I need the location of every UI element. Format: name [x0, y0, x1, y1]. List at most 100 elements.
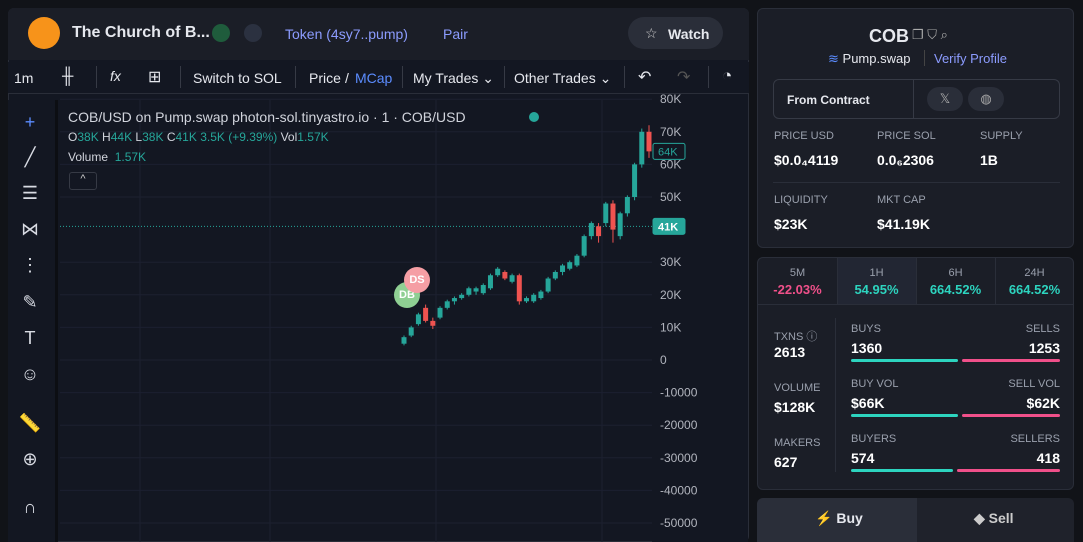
l-value: 38K: [142, 130, 164, 144]
sells: 1253: [1028, 340, 1060, 356]
sell-label[interactable]: ◆ Sell: [974, 510, 1014, 526]
change: 3.5K (+9.39%): [200, 130, 278, 144]
stat-label: LIQUIDITY: [774, 194, 828, 206]
tool-fib[interactable]: ☰: [21, 183, 39, 203]
sells-label: SELLS: [1025, 323, 1060, 335]
timeframe-value: 664.52%: [1008, 282, 1061, 297]
my-trades[interactable]: My Trades ⌄: [413, 70, 494, 86]
other-trades-text[interactable]: Other Trades: [514, 70, 596, 86]
chart-panel: [8, 8, 749, 542]
y-tick-label: -30000: [660, 451, 698, 465]
dex-name: Pump.swap: [842, 51, 911, 66]
sell-tab[interactable]: [917, 498, 1074, 542]
trade-marker[interactable]: DS: [404, 267, 430, 293]
undo[interactable]: ↶: [638, 69, 652, 86]
o-label: O: [68, 130, 78, 144]
l-label: L: [135, 130, 143, 144]
token-title: The Church of B...: [72, 24, 210, 41]
buys-label: BUYS: [851, 323, 881, 335]
interval[interactable]: 1m: [14, 70, 34, 86]
separator: [708, 66, 709, 88]
candle-body: [588, 223, 594, 237]
separator: [624, 66, 625, 88]
screenshot[interactable]: ◔: [722, 66, 733, 85]
pair-link[interactable]: Pair: [443, 26, 468, 42]
buy-vol-label: BUY VOL: [851, 378, 899, 390]
timeframe-value: -22.03%: [773, 282, 822, 297]
buy-tab[interactable]: [757, 498, 917, 542]
my-trades-text[interactable]: My Trades: [413, 70, 479, 86]
buy-label[interactable]: ⚡ Buy: [815, 510, 863, 526]
tool-ruler[interactable]: 📏: [18, 413, 42, 433]
tool-brush[interactable]: ✎: [22, 292, 38, 312]
stat-label: PRICE USD: [774, 130, 834, 142]
stat-value: $41.19K: [877, 216, 930, 232]
price-label-bg: [652, 142, 686, 160]
contract-box: [773, 79, 1060, 119]
candle-body: [473, 288, 479, 292]
layout-icon[interactable]: ⊞: [148, 69, 162, 86]
from-contract: From Contract: [787, 93, 870, 107]
switch-sol[interactable]: Switch to SOL: [193, 70, 282, 86]
watch-text[interactable]: Watch: [668, 26, 710, 42]
mcap-toggle[interactable]: MCap: [355, 70, 393, 86]
tool-emoji[interactable]: ☺: [20, 364, 40, 384]
tool-zoom[interactable]: ⊕: [22, 449, 38, 469]
stat-value: $0.0₄4119: [774, 152, 839, 168]
tool-cross[interactable]: +: [24, 112, 36, 132]
token-link[interactable]: Token (4sy7..pump): [285, 26, 408, 42]
y-tick-label: -20000: [660, 418, 698, 432]
txns-label-text: TXNS: [774, 331, 804, 343]
tool-line[interactable]: ╱: [24, 147, 36, 167]
y-tick-label: -40000: [660, 483, 698, 497]
candle-body: [451, 298, 457, 302]
timeframe-label: 5M: [789, 267, 806, 279]
slash: /: [345, 70, 349, 86]
sell-text[interactable]: Sell: [988, 510, 1014, 526]
candle-body: [495, 268, 501, 276]
buy-text[interactable]: Buy: [836, 510, 863, 526]
web-link[interactable]: ◍: [968, 87, 1004, 111]
verify-link[interactable]: Verify Profile: [934, 51, 1007, 66]
candle-body: [401, 337, 407, 344]
candle-icon[interactable]: ╫: [62, 68, 74, 85]
y-tick-label: 50K: [660, 190, 681, 204]
candle-body: [560, 265, 566, 272]
buyers: 574: [851, 450, 875, 466]
timeframe-value: 664.52%: [929, 282, 982, 297]
watch-button[interactable]: [628, 17, 723, 49]
symbol: COB: [869, 26, 909, 46]
candle-body: [603, 203, 609, 224]
volume-legend: Volume 1.57K: [68, 150, 146, 164]
token-logo: [28, 17, 60, 49]
separator: [180, 66, 181, 88]
price-label: 64K: [658, 146, 678, 158]
timeframe-label: 6H: [948, 267, 963, 279]
candle-body: [480, 285, 486, 294]
candle-body: [516, 275, 522, 302]
separator: [295, 66, 296, 88]
candle-body: [487, 275, 493, 289]
indicator-icon[interactable]: fx: [110, 68, 121, 84]
buy-vol-bar: [851, 414, 958, 417]
buyers-label: BUYERS: [851, 433, 897, 445]
stat-value: $23K: [774, 216, 808, 232]
c-label: C: [166, 130, 176, 144]
tool-text[interactable]: T: [24, 328, 36, 348]
collapse-button[interactable]: ^: [69, 172, 97, 190]
separator: [96, 66, 97, 88]
price-axis: [652, 94, 748, 542]
y-tick-label: 20K: [660, 288, 681, 302]
buys: 1360: [851, 340, 883, 356]
tool-magnet[interactable]: ∩: [23, 497, 37, 517]
toolbar: [8, 62, 749, 94]
tool-projection[interactable]: ⋮: [21, 255, 39, 275]
x-link[interactable]: 𝕏: [927, 87, 963, 111]
other-trades[interactable]: Other Trades ⌄: [514, 70, 612, 86]
price-toggle[interactable]: Price: [309, 70, 341, 86]
volume-label: VOLUME: [774, 382, 821, 394]
divider: [995, 258, 996, 304]
tool-pattern[interactable]: ⋈: [21, 219, 39, 239]
c-value: 41K: [175, 130, 197, 144]
